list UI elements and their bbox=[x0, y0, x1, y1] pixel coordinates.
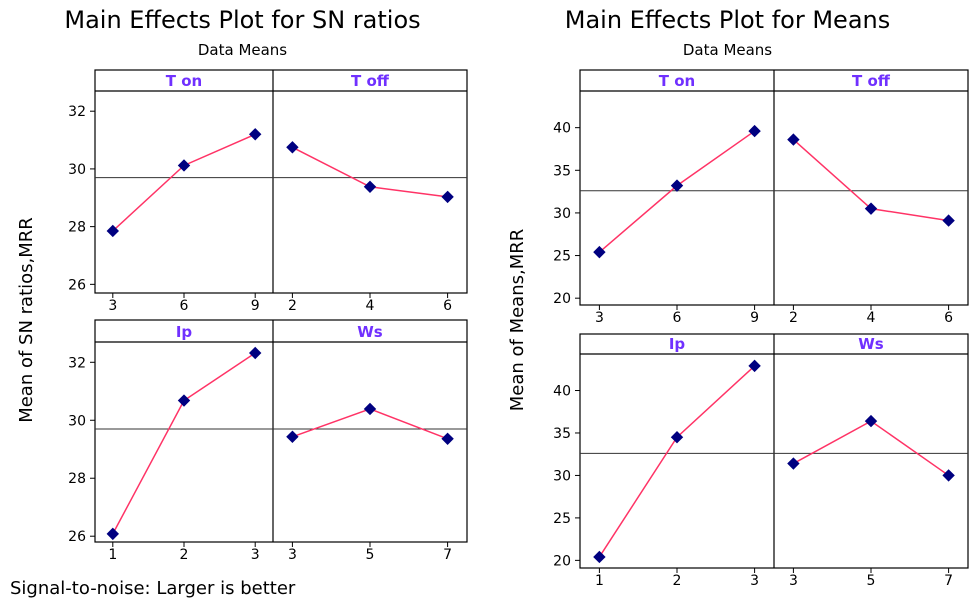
series-line bbox=[598, 365, 756, 558]
x-tick-label: 3 bbox=[750, 573, 759, 589]
panel-title: Ip bbox=[669, 335, 686, 353]
y-axis-label: Mean of SN ratios,MRR bbox=[16, 217, 37, 423]
x-tick-label: 7 bbox=[443, 547, 452, 563]
data-point bbox=[593, 245, 606, 259]
x-tick-label: 4 bbox=[366, 298, 375, 314]
x-tick-label: 3 bbox=[108, 298, 117, 314]
x-tick-label: 2 bbox=[789, 310, 798, 326]
x-tick-label: 3 bbox=[251, 547, 260, 563]
panel-frame bbox=[94, 319, 468, 543]
panel-title: Ip bbox=[176, 323, 193, 341]
data-point bbox=[248, 346, 262, 360]
y-tick-label: 35 bbox=[553, 426, 571, 442]
data-point bbox=[286, 141, 299, 154]
data-point bbox=[441, 432, 454, 446]
data-point bbox=[177, 394, 191, 407]
data-point bbox=[942, 214, 955, 227]
series-line bbox=[112, 133, 256, 232]
data-point bbox=[177, 159, 191, 172]
data-point bbox=[670, 431, 684, 444]
x-tick-label: 9 bbox=[251, 298, 260, 314]
x-tick-label: 6 bbox=[180, 298, 189, 314]
data-point bbox=[286, 430, 299, 443]
x-tick-label: 3 bbox=[288, 547, 297, 563]
panel-title: Ws bbox=[357, 323, 383, 341]
data-point bbox=[106, 527, 120, 541]
figure-subtitle: Data Means bbox=[682, 41, 773, 59]
y-tick-label: 25 bbox=[553, 249, 571, 265]
panel-title: T off bbox=[852, 72, 891, 90]
data-point bbox=[787, 457, 800, 470]
figure-title: Main Effects Plot for SN ratios bbox=[64, 6, 421, 34]
y-tick-label: 20 bbox=[553, 553, 571, 569]
x-tick-label: 6 bbox=[443, 298, 452, 314]
x-tick-label: 2 bbox=[288, 298, 297, 314]
figure-title: Main Effects Plot for Means bbox=[564, 6, 891, 34]
data-point bbox=[864, 202, 878, 215]
data-point bbox=[363, 402, 377, 416]
y-tick-label: 30 bbox=[553, 206, 571, 222]
x-tick-label: 4 bbox=[867, 310, 876, 326]
series-line bbox=[112, 352, 256, 535]
data-point bbox=[670, 179, 684, 192]
panel-title: T off bbox=[351, 72, 390, 90]
data-point bbox=[864, 414, 878, 428]
y-tick-label: 30 bbox=[553, 468, 571, 484]
data-point bbox=[942, 469, 955, 482]
x-tick-label: 2 bbox=[180, 547, 189, 563]
panel-title: Ws bbox=[858, 335, 884, 353]
x-tick-label: 1 bbox=[595, 573, 604, 589]
data-point bbox=[248, 128, 262, 141]
x-tick-label: 6 bbox=[944, 310, 953, 326]
data-point bbox=[787, 133, 800, 146]
data-point bbox=[593, 550, 606, 564]
series-line bbox=[793, 420, 950, 477]
y-tick-label: 32 bbox=[68, 104, 86, 120]
y-tick-label: 20 bbox=[553, 291, 571, 307]
data-point bbox=[106, 224, 120, 238]
data-point bbox=[748, 124, 761, 138]
x-tick-label: 7 bbox=[944, 573, 953, 589]
y-tick-label: 40 bbox=[553, 384, 571, 400]
x-tick-label: 5 bbox=[867, 573, 876, 589]
y-tick-label: 30 bbox=[68, 413, 86, 429]
means-figure: Main Effects Plot for Means Data Means M… bbox=[485, 0, 970, 604]
x-tick-label: 6 bbox=[673, 310, 682, 326]
x-tick-label: 1 bbox=[108, 547, 117, 563]
sn-ratios-figure: Main Effects Plot for SN ratios Data Mea… bbox=[10, 6, 468, 599]
footnote: Signal-to-noise: Larger is better bbox=[10, 578, 296, 599]
data-point bbox=[441, 190, 454, 204]
y-tick-label: 30 bbox=[68, 162, 86, 178]
panel-frame bbox=[94, 69, 468, 294]
y-tick-label: 35 bbox=[553, 163, 571, 179]
x-tick-label: 9 bbox=[750, 310, 759, 326]
y-tick-label: 28 bbox=[68, 471, 86, 487]
y-tick-label: 32 bbox=[68, 355, 86, 371]
y-tick-label: 26 bbox=[68, 529, 86, 545]
y-tick-label: 25 bbox=[553, 511, 571, 527]
y-tick-label: 28 bbox=[68, 220, 86, 236]
y-tick-label: 40 bbox=[553, 121, 571, 137]
y-axis-label: Mean of Means,MRR bbox=[507, 229, 528, 412]
data-point bbox=[363, 180, 377, 194]
panel-title: T on bbox=[659, 72, 695, 90]
panel-title: T on bbox=[166, 72, 202, 90]
x-tick-label: 2 bbox=[673, 573, 682, 589]
y-tick-label: 26 bbox=[68, 277, 86, 293]
data-point bbox=[748, 359, 761, 373]
x-tick-label: 3 bbox=[789, 573, 798, 589]
x-tick-label: 5 bbox=[366, 547, 375, 563]
x-tick-label: 3 bbox=[595, 310, 604, 326]
figure-subtitle: Data Means bbox=[197, 41, 288, 59]
